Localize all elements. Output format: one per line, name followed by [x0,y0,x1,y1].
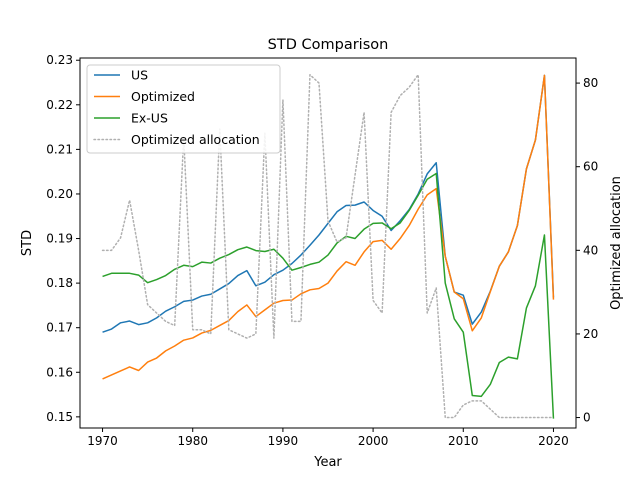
legend-label-ex-us: Ex-US [131,111,168,126]
series-line-optimized-allocation [101,73,555,419]
x-tick-label: 2010 [448,434,479,448]
series-line-optimized [102,74,555,380]
x-axis: 1970 1980 1990 2000 2010 2020 [87,428,569,448]
y2-tick-label: 60 [583,160,598,174]
y-axis-label: STD [20,230,35,256]
legend: US Optimized Ex-US Optimized allocation [86,64,281,154]
x-tick-label: 1990 [268,434,299,448]
legend-label-us: US [131,68,148,83]
y-tick-label: 0.22 [46,98,73,112]
x-axis-label: Year [313,455,342,470]
y2-axis-label: Optimized allocation [609,176,624,310]
y-tick-label: 0.19 [46,232,73,246]
y-tick-label: 0.23 [46,53,73,67]
legend-label-optimized-allocation: Optimized allocation [131,132,260,147]
y2-tick-label: 0 [583,411,591,425]
x-tick-label: 2020 [538,434,569,448]
y-tick-label: 0.18 [46,276,73,290]
plot-frame [79,57,577,429]
y-axis-left: 0.15 0.16 0.17 0.18 0.19 0.20 0.21 0.22 0.23 [46,53,80,424]
y-tick-label: 0.17 [46,321,73,335]
y2-tick-label: 20 [583,327,598,341]
y-tick-label: 0.16 [46,365,73,379]
legend-box [86,64,281,154]
y-tick-label: 0.15 [46,410,73,424]
x-tick-label: 1970 [87,434,118,448]
series-line-us [102,74,555,333]
x-tick-label: 1980 [177,434,208,448]
y-tick-label: 0.20 [46,187,73,201]
y2-tick-label: 80 [583,76,598,90]
legend-label-optimized: Optimized [131,89,195,104]
y-axis-right: 0 20 40 60 80 [576,76,598,425]
series-layer [101,73,555,419]
legend-items: US Optimized Ex-US Optimized allocation [93,68,260,147]
y-tick-label: 0.21 [46,142,73,156]
x-tick-label: 2000 [358,434,389,448]
chart-title: STD Comparison [268,37,389,53]
y2-tick-label: 40 [583,243,598,257]
